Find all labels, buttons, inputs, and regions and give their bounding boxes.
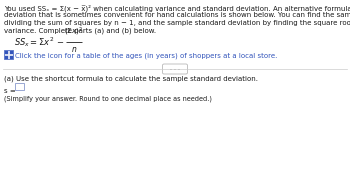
Text: You used SSₓ = Σ(x − x̅)² when calculating variance and standard deviation. An a: You used SSₓ = Σ(x − x̅)² when calculati… — [4, 4, 350, 12]
Bar — [4, 50, 8, 54]
Bar — [15, 83, 24, 90]
Text: Click the icon for a table of the ages (in years) of shoppers at a local store.: Click the icon for a table of the ages (… — [15, 52, 277, 59]
Bar — [4, 50, 13, 59]
Text: variance. Complete parts (a) and (b) below.: variance. Complete parts (a) and (b) bel… — [4, 28, 156, 35]
Text: . . .: . . . — [170, 67, 180, 72]
Text: deviation that is sometimes convenient for hand calculations is shown below. You: deviation that is sometimes convenient f… — [4, 12, 350, 18]
Text: (a) Use the shortcut formula to calculate the sample standard deviation.: (a) Use the shortcut formula to calculat… — [4, 76, 258, 83]
Bar — [9, 55, 13, 59]
Bar — [9, 50, 13, 54]
Text: dividing the sum of squares by n − 1, and the sample standard deviation by findi: dividing the sum of squares by n − 1, an… — [4, 20, 350, 26]
Text: (Simplify your answer. Round to one decimal place as needed.): (Simplify your answer. Round to one deci… — [4, 95, 212, 101]
Bar — [4, 55, 8, 59]
Text: s =: s = — [4, 88, 16, 94]
FancyBboxPatch shape — [162, 64, 188, 74]
Text: $SS_x = \Sigma x^2\/-\/$: $SS_x = \Sigma x^2\/-\/$ — [14, 35, 64, 49]
Text: $n$: $n$ — [71, 46, 77, 55]
Text: $(\Sigma x)^2$: $(\Sigma x)^2$ — [64, 26, 84, 39]
